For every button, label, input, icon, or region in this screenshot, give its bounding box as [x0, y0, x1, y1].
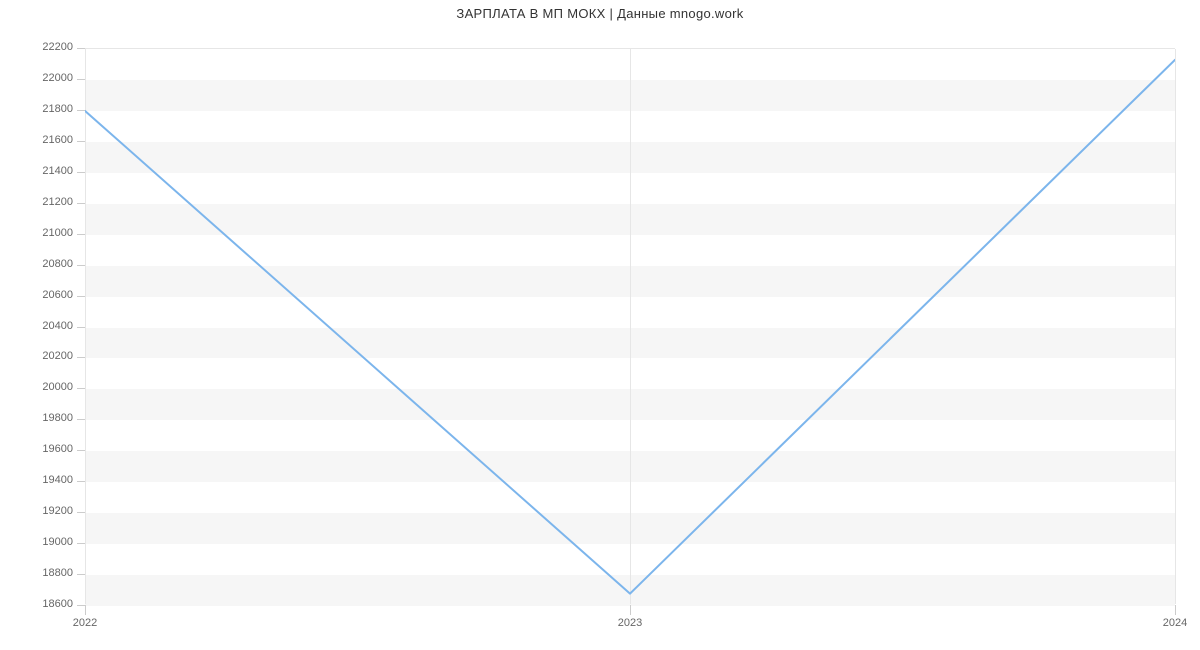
- y-tick: [77, 234, 85, 235]
- x-axis-label: 2022: [45, 617, 125, 629]
- x-tick: [1175, 605, 1176, 615]
- y-tick: [77, 203, 85, 204]
- y-tick: [77, 141, 85, 142]
- x-axis-label: 2023: [590, 617, 670, 629]
- x-axis-label: 2024: [1135, 617, 1200, 629]
- y-axis-label: 21400: [0, 165, 73, 177]
- y-axis-label: 22000: [0, 72, 73, 84]
- y-tick: [77, 450, 85, 451]
- y-tick: [77, 481, 85, 482]
- y-tick: [77, 605, 85, 606]
- y-axis-label: 21600: [0, 134, 73, 146]
- y-axis-label: 21000: [0, 227, 73, 239]
- y-tick: [77, 512, 85, 513]
- plot-area: [85, 48, 1175, 605]
- y-tick: [77, 296, 85, 297]
- y-tick: [77, 172, 85, 173]
- y-axis-label: 20000: [0, 381, 73, 393]
- y-axis-label: 19400: [0, 474, 73, 486]
- y-axis-label: 20800: [0, 258, 73, 270]
- x-gridline: [630, 49, 631, 604]
- y-axis-label: 20600: [0, 289, 73, 301]
- y-axis-label: 19200: [0, 505, 73, 517]
- y-axis-label: 19600: [0, 443, 73, 455]
- y-tick: [77, 574, 85, 575]
- y-axis-label: 18800: [0, 567, 73, 579]
- y-tick: [77, 388, 85, 389]
- y-axis-label: 22200: [0, 41, 73, 53]
- y-tick: [77, 48, 85, 49]
- salary-chart: ЗАРПЛАТА В МП МОКХ | Данные mnogo.work 1…: [0, 0, 1200, 650]
- y-tick: [77, 419, 85, 420]
- x-tick: [630, 605, 631, 615]
- y-axis-label: 20200: [0, 350, 73, 362]
- chart-title: ЗАРПЛАТА В МП МОКХ | Данные mnogo.work: [0, 6, 1200, 21]
- y-axis-label: 19800: [0, 412, 73, 424]
- y-axis-label: 18600: [0, 598, 73, 610]
- x-gridline: [85, 49, 86, 604]
- y-tick: [77, 110, 85, 111]
- y-tick: [77, 327, 85, 328]
- y-axis-label: 21200: [0, 196, 73, 208]
- y-tick: [77, 79, 85, 80]
- y-axis-label: 19000: [0, 536, 73, 548]
- y-axis-label: 20400: [0, 320, 73, 332]
- y-tick: [77, 357, 85, 358]
- x-tick: [85, 605, 86, 615]
- x-gridline: [1175, 49, 1176, 604]
- y-tick: [77, 543, 85, 544]
- y-tick: [77, 265, 85, 266]
- y-axis-label: 21800: [0, 103, 73, 115]
